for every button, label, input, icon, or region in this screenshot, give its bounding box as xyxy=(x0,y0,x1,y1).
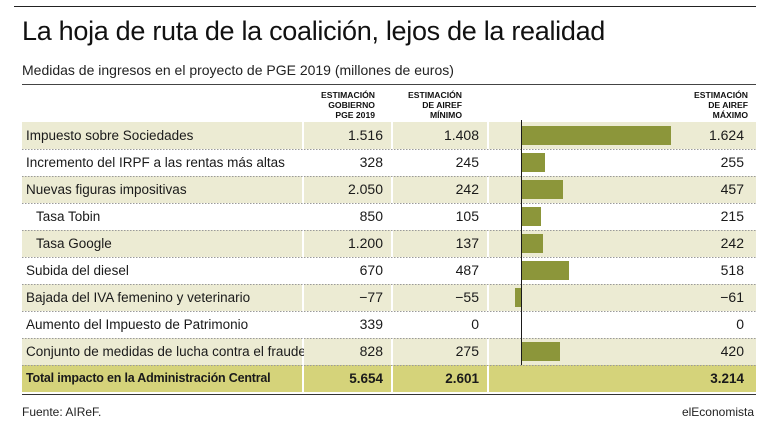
bar-airef-max xyxy=(515,288,521,307)
table-row: Impuesto sobre Sociedades 1.516 1.408 1.624 xyxy=(22,122,756,149)
value-gobierno: 328 xyxy=(359,154,383,170)
row-label: Impuesto sobre Sociedades xyxy=(22,122,302,149)
table-row: Tasa Google 1.200 137 242 xyxy=(22,230,756,257)
bar-airef-max xyxy=(521,234,544,253)
row-separator xyxy=(22,149,756,150)
row-separator xyxy=(22,365,756,366)
value-airef-min: 1.408 xyxy=(393,122,487,149)
value-airef-min: −55 xyxy=(393,284,487,311)
table-row: Tasa Tobin 850 105 215 xyxy=(22,203,756,230)
bar-cell xyxy=(489,338,675,365)
bar-cell xyxy=(489,149,675,176)
value-airef-max: 242 xyxy=(675,230,756,257)
value-airef-max: 3.214 xyxy=(675,365,756,392)
row-label: Aumento del Impuesto de Patrimonio xyxy=(26,317,249,332)
bar-cell xyxy=(489,311,675,338)
value-gobierno: 1.516 xyxy=(304,122,391,149)
chart-title: La hoja de ruta de la coalición, lejos d… xyxy=(22,16,606,46)
value-airef-max: 518 xyxy=(720,262,744,278)
value-airef-min: 275 xyxy=(393,338,487,365)
row-label: Nuevas figuras impositivas xyxy=(22,176,302,203)
bar-airef-max xyxy=(521,126,671,145)
value-airef-max: 255 xyxy=(720,154,744,170)
value-airef-max: 420 xyxy=(675,338,756,365)
row-separator xyxy=(22,230,756,231)
value-airef-min: 0 xyxy=(471,316,479,332)
row-separator xyxy=(22,176,756,177)
value-gobierno: −77 xyxy=(304,284,391,311)
row-label: Incremento del IRPF a las rentas más alt… xyxy=(26,155,285,170)
source-note: Fuente: AIReF. xyxy=(22,405,102,419)
row-separator xyxy=(22,311,756,312)
value-airef-min: 487 xyxy=(455,262,479,278)
value-airef-max: −61 xyxy=(675,284,756,311)
chart-subtitle: Medidas de ingresos en el proyecto de PG… xyxy=(22,62,454,78)
row-separator xyxy=(22,284,756,285)
bar-cell xyxy=(489,257,675,284)
value-gobierno: 2.050 xyxy=(304,176,391,203)
row-label: Tasa Tobin xyxy=(36,209,101,224)
row-label: Subida del diesel xyxy=(26,263,129,278)
value-airef-min: 242 xyxy=(393,176,487,203)
value-airef-max: 0 xyxy=(736,316,744,332)
table-row: Nuevas figuras impositivas 2.050 242 457 xyxy=(22,176,756,203)
value-airef-max: 457 xyxy=(675,176,756,203)
row-label: Conjunto de medidas de lucha contra el f… xyxy=(22,338,306,365)
bar-cell xyxy=(489,176,675,203)
subtitle-rule xyxy=(22,84,756,85)
value-gobierno: 1.200 xyxy=(304,230,391,257)
table-row: Subida del diesel 670 487 518 xyxy=(22,257,756,284)
footer-rule xyxy=(22,394,756,395)
table-row: Bajada del IVA femenino y veterinario −77… xyxy=(22,284,756,311)
total-label: Total impacto en la Administración Centr… xyxy=(22,365,302,392)
value-airef-min: 137 xyxy=(393,230,487,257)
row-label: Bajada del IVA femenino y veterinario xyxy=(22,284,302,311)
bar-cell xyxy=(489,203,675,230)
table-row: Conjunto de medidas de lucha contra el f… xyxy=(22,338,756,365)
value-gobierno: 5.654 xyxy=(304,365,391,392)
bar-zero-axis xyxy=(521,120,522,365)
bar-cell xyxy=(489,122,675,149)
row-label: Tasa Google xyxy=(22,230,302,257)
row-separator xyxy=(22,338,756,339)
value-airef-max: 215 xyxy=(720,208,744,224)
bar-cell xyxy=(489,284,675,311)
publisher-brand: elEconomista xyxy=(681,405,754,419)
column-header-airef-min: ESTIMACIÓN DE AIREF MÍNIMO xyxy=(408,90,462,120)
bar-cell xyxy=(489,365,675,392)
value-gobierno: 339 xyxy=(359,316,383,332)
value-airef-min: 2.601 xyxy=(393,365,487,392)
bar-airef-max xyxy=(521,180,564,199)
row-separator xyxy=(22,257,756,258)
row-separator xyxy=(22,203,756,204)
value-airef-min: 105 xyxy=(455,208,479,224)
value-airef-max: 1.624 xyxy=(675,122,756,149)
bar-airef-max xyxy=(521,207,541,226)
table-row: Aumento del Impuesto de Patrimonio 339 0 0 xyxy=(22,311,756,338)
bar-airef-max xyxy=(521,153,545,172)
column-header-gobierno: ESTIMACIÓN GOBIERNO PGE 2019 xyxy=(321,90,375,120)
value-gobierno: 670 xyxy=(359,262,383,278)
bar-airef-max xyxy=(521,342,560,361)
value-airef-min: 245 xyxy=(455,154,479,170)
value-gobierno: 850 xyxy=(359,208,383,224)
table-row: Incremento del IRPF a las rentas más alt… xyxy=(22,149,756,176)
bar-cell xyxy=(489,230,675,257)
value-gobierno: 828 xyxy=(304,338,391,365)
total-row: Total impacto en la Administración Centr… xyxy=(22,365,756,392)
top-rule xyxy=(14,6,756,7)
column-header-airef-max: ESTIMACIÓN DE AIREF MÁXIMO xyxy=(694,90,748,120)
bar-airef-max xyxy=(521,261,569,280)
